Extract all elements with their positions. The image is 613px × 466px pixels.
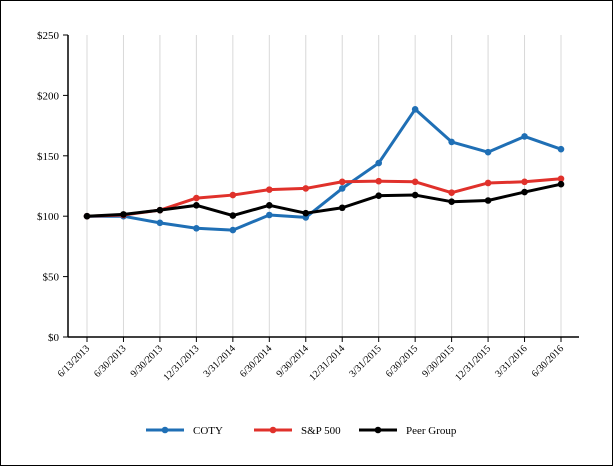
x-tick-label: 9/30/2015 — [420, 343, 456, 379]
data-point — [156, 206, 164, 214]
data-point — [193, 224, 200, 232]
series-group — [83, 105, 565, 234]
data-point — [557, 175, 565, 183]
x-tick-label: 9/30/2014 — [274, 343, 310, 379]
x-tick-label: 6/30/2014 — [238, 343, 274, 379]
y-tick-label: $150 — [37, 151, 60, 163]
legend-label: COTY — [193, 425, 223, 437]
y-tick-labels: $0 $50 $100 $150 $200 $250 — [37, 30, 60, 344]
data-point — [338, 178, 346, 186]
y-tick-label: $0 — [48, 332, 60, 344]
x-tick-label: 12/31/2014 — [307, 343, 347, 383]
data-point — [521, 188, 528, 196]
data-point — [375, 177, 382, 185]
data-point — [521, 133, 528, 140]
data-point — [375, 159, 382, 167]
data-point — [229, 191, 237, 199]
x-tick-label: 3/31/2016 — [493, 343, 529, 379]
data-point — [229, 212, 237, 219]
legend-swatch-marker — [269, 426, 277, 434]
legend-item: Peer Group — [359, 425, 457, 437]
data-point — [484, 148, 492, 156]
data-point — [266, 186, 273, 193]
data-point — [448, 198, 455, 206]
data-point — [411, 105, 419, 113]
data-point — [229, 226, 237, 234]
data-point — [557, 145, 565, 153]
x-tick-label: 6/30/2015 — [384, 343, 420, 379]
data-point — [484, 179, 492, 187]
legend-label: Peer Group — [406, 425, 457, 437]
data-point — [375, 192, 382, 199]
y-tick-label: $200 — [37, 90, 60, 102]
x-tick-label: 9/30/2013 — [129, 343, 165, 379]
legend: COTY S&P 500 Peer Group — [146, 425, 457, 437]
data-point — [521, 178, 528, 186]
data-point — [411, 191, 419, 199]
data-point — [120, 211, 127, 218]
data-point — [266, 202, 273, 209]
data-point — [411, 178, 419, 186]
x-tick-label: 3/31/2014 — [202, 343, 238, 379]
series-line — [86, 182, 562, 218]
series-coty — [83, 105, 565, 234]
data-point — [193, 202, 200, 209]
y-tick-label: $250 — [37, 30, 60, 42]
legend-swatch-marker — [374, 426, 382, 434]
x-tick-label: 6/30/2016 — [530, 343, 566, 379]
data-point — [448, 138, 455, 146]
x-tick-label: 3/31/2015 — [347, 343, 383, 379]
legend-item: S&P 500 — [254, 425, 341, 437]
x-tick-label: 6/30/2013 — [92, 343, 128, 379]
x-tick-label: 12/31/2015 — [453, 343, 493, 383]
data-point — [302, 185, 310, 192]
legend-label: S&P 500 — [301, 425, 341, 437]
legend-swatch-marker — [161, 426, 169, 434]
data-point — [193, 194, 200, 202]
data-point — [484, 197, 492, 204]
series-s-p-500 — [83, 175, 565, 220]
x-tick-label: 6/13/2013 — [56, 343, 92, 379]
data-point — [156, 219, 164, 227]
series-peer-group — [83, 180, 565, 220]
data-point — [338, 185, 346, 192]
data-point — [338, 204, 346, 212]
x-tick-label: 12/31/2013 — [162, 343, 202, 383]
legend-item: COTY — [146, 425, 223, 437]
data-point — [448, 189, 455, 196]
series-line — [87, 107, 562, 232]
axes — [63, 34, 579, 342]
y-tick-label: $50 — [43, 272, 60, 284]
data-point — [266, 211, 273, 219]
y-tick-label: $100 — [37, 211, 60, 223]
data-point — [302, 209, 310, 217]
data-point — [557, 180, 565, 188]
data-point — [83, 212, 91, 220]
